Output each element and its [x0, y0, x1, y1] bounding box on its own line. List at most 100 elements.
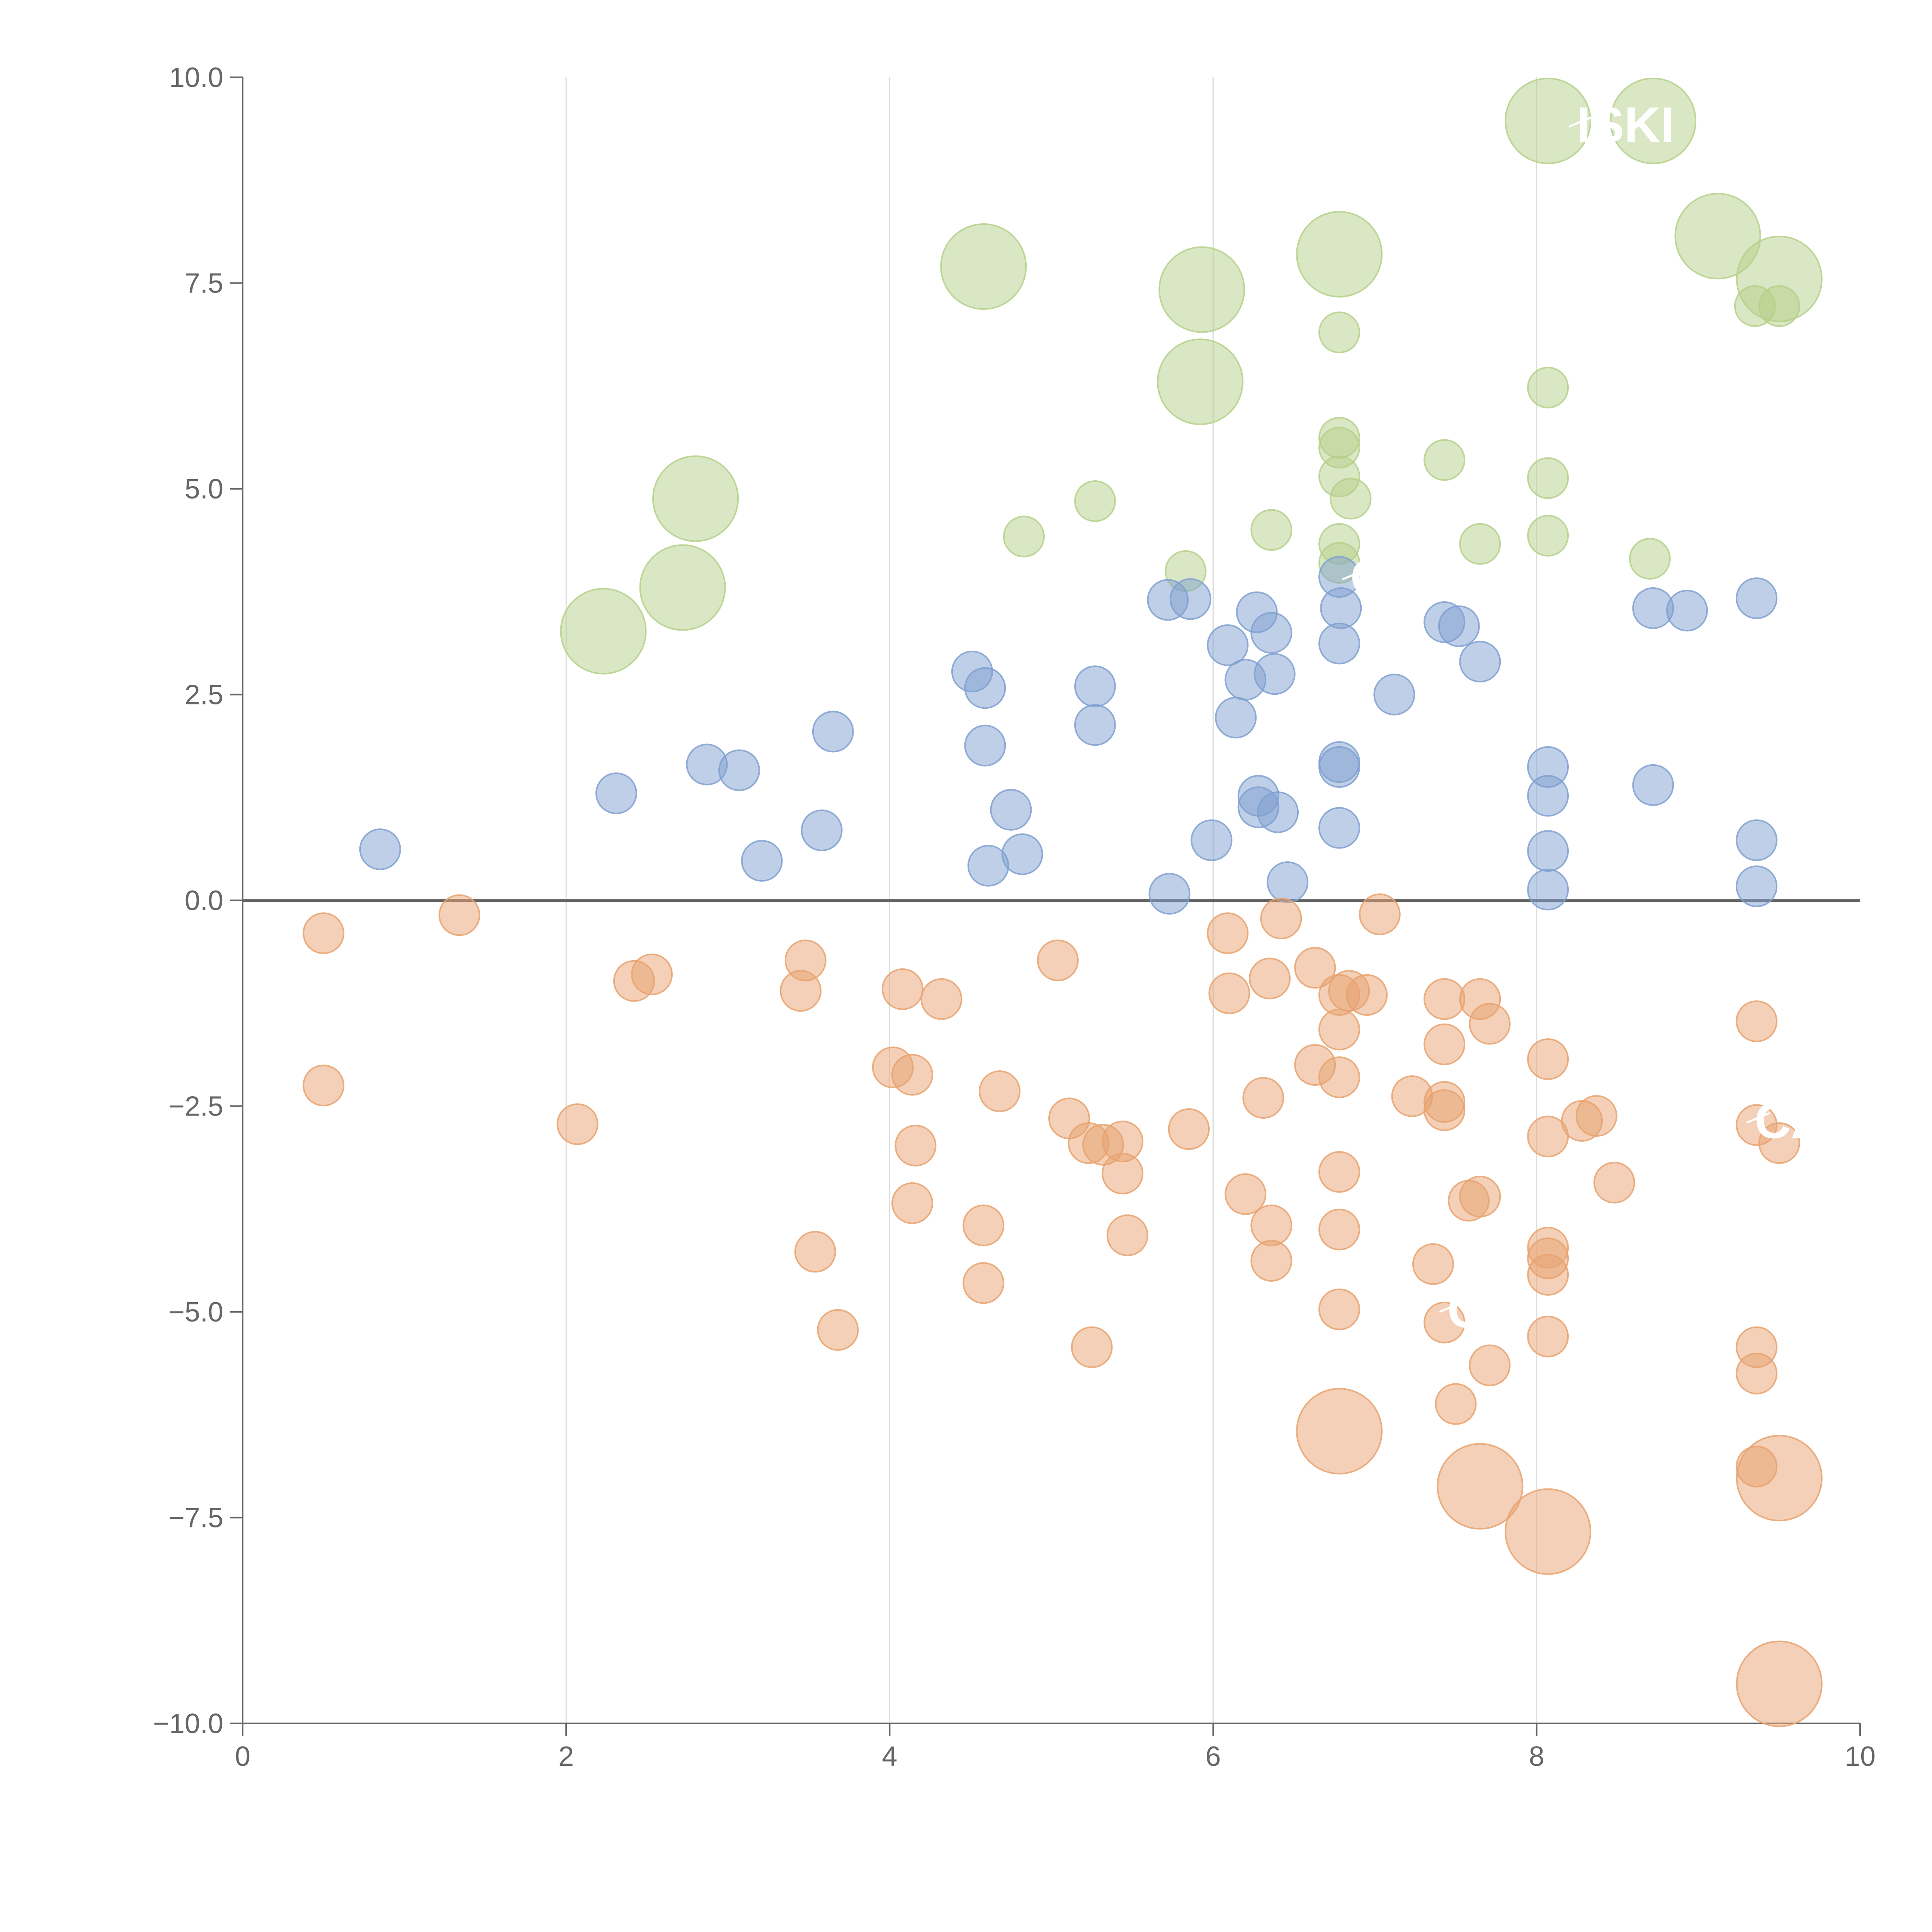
bubble-top — [560, 588, 647, 675]
y-tick-label: 10.0 — [169, 62, 223, 93]
bubble-negative — [1168, 1108, 1210, 1150]
bubble-positive — [359, 828, 401, 870]
bubble-top — [1074, 480, 1116, 522]
bubble-negative — [1296, 1388, 1383, 1475]
bubble-negative — [1593, 1162, 1635, 1204]
bubble-top — [1318, 311, 1361, 354]
bubble-positive — [1074, 665, 1116, 707]
bubble-top — [1157, 338, 1244, 425]
bubble-negative — [891, 1054, 934, 1096]
bubble-positive — [1250, 612, 1293, 654]
bubble-negative — [1207, 912, 1249, 954]
bubble-top — [1459, 523, 1501, 565]
bubble-positive — [718, 749, 760, 791]
bubble-positive — [1736, 865, 1778, 907]
bubble-negative — [1260, 897, 1302, 939]
bubble-negative — [1469, 1003, 1511, 1045]
annotation-leader — [1342, 568, 1366, 580]
bubble-positive — [1666, 590, 1708, 632]
bubble-negative — [1102, 1153, 1144, 1195]
bubble-negative — [780, 970, 822, 1012]
bubble-negative — [1527, 1315, 1569, 1357]
bubble-negative — [1318, 1056, 1361, 1098]
bubble-top — [639, 544, 726, 631]
bubble-negative — [1318, 1151, 1361, 1193]
bubble-positive — [1169, 578, 1211, 620]
bubble-positive — [812, 711, 854, 753]
x-tick-label: 8 — [1529, 1741, 1544, 1772]
bubble-negative — [1412, 1243, 1454, 1285]
bubble-positive — [1373, 673, 1415, 716]
annotation-leader — [1747, 1112, 1770, 1124]
bubble-negative — [963, 1204, 1005, 1247]
bubble-negative — [920, 978, 963, 1020]
bubble-top — [940, 223, 1027, 310]
bubble-positive — [1267, 861, 1309, 903]
bubble-negative — [881, 968, 923, 1010]
bubble-negative — [1250, 1240, 1293, 1282]
bubble-negative — [1527, 1116, 1569, 1158]
bubble-negative — [1037, 939, 1079, 981]
bubble-positive — [1318, 622, 1361, 665]
bubble-positive — [1527, 775, 1569, 817]
bubble-positive — [1527, 869, 1569, 911]
bubble-negative — [303, 1065, 345, 1107]
bubble-positive — [990, 789, 1032, 831]
annotation-label: C — [1350, 549, 1386, 605]
bubble-negative — [817, 1309, 859, 1351]
bubble-negative — [1423, 1023, 1466, 1065]
bubble-negative — [794, 1231, 836, 1273]
bubble-negative — [1225, 1173, 1267, 1215]
bubble-negative — [1106, 1214, 1148, 1256]
bubble-negative — [1435, 1383, 1477, 1425]
x-tick-label: 6 — [1206, 1741, 1221, 1772]
bubble-negative — [1505, 1488, 1592, 1575]
bubble-positive — [1001, 833, 1043, 875]
bubble-top — [1296, 211, 1383, 298]
bubble-negative — [1346, 974, 1388, 1016]
bubble-positive — [1148, 872, 1190, 915]
bubble-negative — [1359, 893, 1401, 935]
bubble-top — [1158, 246, 1245, 333]
bubble-negative — [438, 894, 480, 936]
bubble-top — [1674, 193, 1761, 280]
bubble-negative — [631, 953, 673, 995]
bubble-positive — [1632, 764, 1674, 806]
annotations: ISKI C CA C — [1342, 97, 1827, 1338]
bubble-positive — [1318, 807, 1361, 849]
bubble-top — [652, 455, 739, 542]
x-tick-label: 10 — [1845, 1741, 1876, 1772]
bubble-negative — [979, 1070, 1021, 1112]
bubble-top — [1003, 515, 1045, 558]
x-tick-label: 2 — [558, 1741, 574, 1772]
bubble-negative — [1423, 1301, 1466, 1344]
bubbles — [303, 77, 1823, 1727]
bubble-negative — [1736, 1640, 1823, 1727]
bubble-top — [1629, 538, 1671, 580]
bubble-positive — [741, 840, 783, 882]
y-tick-label: −5.0 — [168, 1297, 223, 1328]
bubble-negative — [1071, 1326, 1113, 1368]
bubble-negative — [1294, 947, 1336, 989]
bubble-negative — [1736, 1352, 1778, 1395]
bubble-negative — [1437, 1443, 1524, 1530]
y-tick-label: 5.0 — [185, 474, 223, 505]
bubble-top — [1610, 77, 1697, 164]
bubble-positive — [1438, 605, 1480, 647]
bubble-positive — [801, 809, 843, 851]
bubble-negative — [1575, 1095, 1617, 1137]
bubble-positive — [1215, 697, 1257, 739]
bubble-negative — [1758, 1122, 1800, 1164]
bubble-positive — [595, 772, 637, 815]
bubble-negative — [556, 1103, 599, 1145]
bubble-negative — [1469, 1344, 1511, 1386]
bubble-negative — [895, 1124, 937, 1167]
bubble-negative — [963, 1262, 1005, 1304]
y-tick-label: 0.0 — [185, 885, 223, 916]
bubble-negative — [303, 912, 345, 954]
bubble-negative — [1736, 1000, 1778, 1043]
bubble-negative — [1242, 1077, 1284, 1119]
y-tick-label: −7.5 — [168, 1503, 223, 1534]
x-tick-label: 4 — [882, 1741, 897, 1772]
